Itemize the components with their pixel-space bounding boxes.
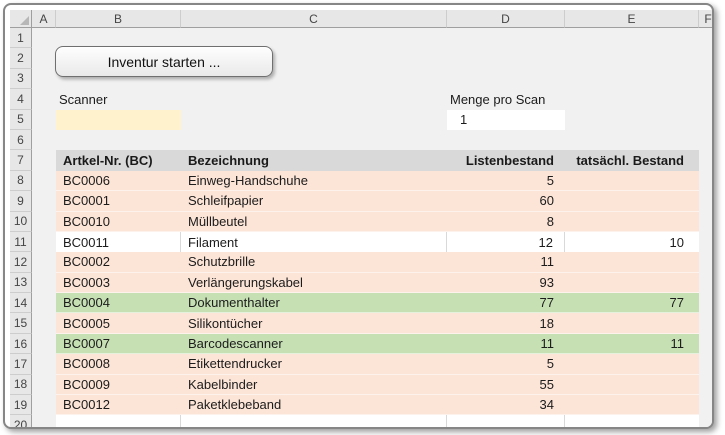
cell-listenbestand[interactable]: 93: [447, 272, 565, 294]
cell-listenbestand[interactable]: 18: [447, 313, 565, 334]
cell-bezeichnung[interactable]: Dokumenthalter: [181, 293, 447, 314]
cell-artikelnr[interactable]: BC0004: [56, 293, 181, 314]
column-header-a[interactable]: A: [32, 10, 56, 28]
cell-listenbestand[interactable]: 5: [447, 170, 565, 192]
scanner-input[interactable]: [56, 109, 181, 130]
row-header-2[interactable]: 2: [10, 48, 32, 69]
empty-cell[interactable]: [565, 415, 699, 427]
start-inventory-button[interactable]: Inventur starten ...: [55, 46, 273, 77]
select-all-corner[interactable]: [10, 10, 32, 28]
cell-listenbestand[interactable]: 12: [447, 231, 565, 253]
row-header-1[interactable]: 1: [10, 28, 32, 49]
cell-artikelnr[interactable]: BC0007: [56, 333, 181, 355]
row-header-19[interactable]: 19: [10, 395, 32, 416]
cell-bezeichnung[interactable]: Einweg-Handschuhe: [181, 170, 447, 192]
cell-artikelnr[interactable]: BC0005: [56, 313, 181, 334]
cell-artikelnr[interactable]: BC0010: [56, 211, 181, 232]
cell-bezeichnung[interactable]: Filament: [181, 231, 447, 253]
row-header-13[interactable]: 13: [10, 272, 32, 294]
cell-listenbestand[interactable]: 77: [447, 293, 565, 314]
empty-cell[interactable]: [447, 415, 565, 427]
select-all-triangle-icon: [20, 16, 29, 25]
excel-window: A B C D E F 1 2 3 4 5 6 7 8 9 10 11 12 1…: [3, 3, 714, 429]
cell-listenbestand[interactable]: 8: [447, 211, 565, 232]
row-header-18[interactable]: 18: [10, 374, 32, 396]
cell-artikelnr[interactable]: BC0002: [56, 252, 181, 273]
row-header-10[interactable]: 10: [10, 211, 32, 232]
row-header-7[interactable]: 7: [10, 150, 32, 171]
column-header-c[interactable]: C: [181, 10, 447, 28]
row-header-14[interactable]: 14: [10, 293, 32, 314]
row-header-4[interactable]: 4: [10, 89, 32, 110]
cell-bestand[interactable]: [565, 395, 699, 416]
column-header-d[interactable]: D: [447, 10, 565, 28]
cell-artikelnr[interactable]: BC0003: [56, 272, 181, 294]
row-header-8[interactable]: 8: [10, 170, 32, 192]
cell-listenbestand[interactable]: 60: [447, 191, 565, 212]
table-header-listenbestand[interactable]: Listenbestand: [447, 150, 565, 171]
qty-per-scan-label-cell[interactable]: Menge pro Scan: [450, 91, 546, 107]
cell-listenbestand[interactable]: 11: [447, 252, 565, 273]
row-header-9[interactable]: 9: [10, 191, 32, 212]
cell-artikelnr[interactable]: BC0001: [56, 191, 181, 212]
table-header-tatsaechl-bestand[interactable]: tatsächl. Bestand: [565, 150, 699, 171]
column-header-e[interactable]: E: [565, 10, 699, 28]
row-header-3[interactable]: 3: [10, 68, 32, 90]
cell-bestand[interactable]: 77: [565, 293, 699, 314]
row-header-15[interactable]: 15: [10, 313, 32, 334]
cell-bestand[interactable]: [565, 313, 699, 334]
cell-artikelnr[interactable]: BC0011: [56, 231, 181, 253]
cell-bezeichnung[interactable]: Silikontücher: [181, 313, 447, 334]
cell-bezeichnung[interactable]: Schutzbrille: [181, 252, 447, 273]
cell-bestand[interactable]: 11: [565, 333, 699, 355]
table-header-artikel-nr[interactable]: Artkel-Nr. (BC): [56, 150, 181, 171]
empty-cell[interactable]: [181, 415, 447, 427]
cell-listenbestand[interactable]: 34: [447, 395, 565, 416]
row-header-12[interactable]: 12: [10, 252, 32, 273]
scanner-label-cell[interactable]: Scanner: [59, 91, 108, 107]
cell-listenbestand[interactable]: 55: [447, 374, 565, 396]
cell-bezeichnung[interactable]: Verlängerungskabel: [181, 272, 447, 294]
row-header-17[interactable]: 17: [10, 354, 32, 375]
cell-bezeichnung[interactable]: Paketklebeband: [181, 395, 447, 416]
qty-per-scan-value-cell[interactable]: 1: [447, 109, 565, 130]
empty-cell[interactable]: [56, 415, 181, 427]
cell-bezeichnung[interactable]: Barcodescanner: [181, 333, 447, 355]
cell-bezeichnung[interactable]: Müllbeutel: [181, 211, 447, 232]
cell-listenbestand[interactable]: 5: [447, 354, 565, 375]
cell-bezeichnung[interactable]: Kabelbinder: [181, 374, 447, 396]
cell-artikelnr[interactable]: BC0006: [56, 170, 181, 192]
cell-bestand[interactable]: [565, 354, 699, 375]
table-header-bezeichnung[interactable]: Bezeichnung: [181, 150, 447, 171]
column-header-f[interactable]: F: [699, 10, 712, 28]
row-header-16[interactable]: 16: [10, 333, 32, 355]
cell-bezeichnung[interactable]: Schleifpapier: [181, 191, 447, 212]
cell-bestand[interactable]: [565, 191, 699, 212]
worksheet-grid: A B C D E F 1 2 3 4 5 6 7 8 9 10 11 12 1…: [10, 10, 712, 427]
cell-bestand[interactable]: 10: [565, 231, 699, 253]
cell-bestand[interactable]: [565, 211, 699, 232]
cell-bestand[interactable]: [565, 252, 699, 273]
row-header-11[interactable]: 11: [10, 231, 32, 253]
cell-bestand[interactable]: [565, 374, 699, 396]
column-header-b[interactable]: B: [56, 10, 181, 28]
cell-bezeichnung[interactable]: Etikettendrucker: [181, 354, 447, 375]
cell-artikelnr[interactable]: BC0009: [56, 374, 181, 396]
cell-listenbestand[interactable]: 11: [447, 333, 565, 355]
cell-bestand[interactable]: [565, 272, 699, 294]
row-header-6[interactable]: 6: [10, 129, 32, 151]
cell-artikelnr[interactable]: BC0012: [56, 395, 181, 416]
cell-bestand[interactable]: [565, 170, 699, 192]
row-header-20[interactable]: 20: [10, 415, 32, 427]
cell-artikelnr[interactable]: BC0008: [56, 354, 181, 375]
row-header-5[interactable]: 5: [10, 109, 32, 130]
